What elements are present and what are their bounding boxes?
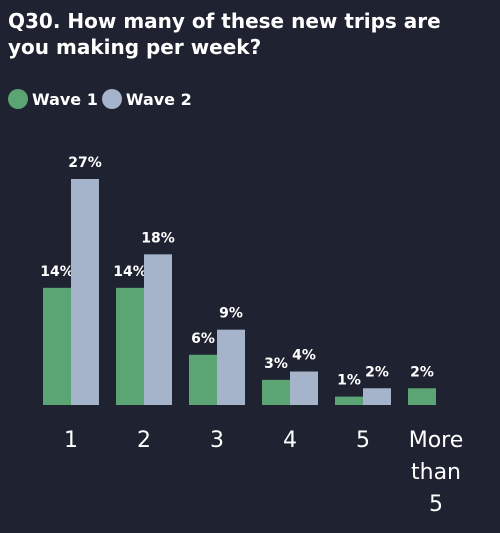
bar (335, 396, 363, 405)
legend-item: Wave 1 (8, 89, 98, 109)
bar (116, 287, 144, 405)
data-label: 14% (40, 264, 74, 280)
legend: Wave 1 Wave 2 (8, 89, 196, 109)
x-tick-label: 5 (356, 428, 370, 453)
data-label: 1% (337, 373, 361, 389)
data-label: 9% (219, 306, 243, 322)
bar (290, 371, 318, 405)
data-label: 6% (191, 331, 215, 347)
data-label: 18% (141, 230, 175, 246)
x-tick-label: 4 (283, 428, 297, 453)
bar (144, 254, 172, 405)
bar (43, 287, 71, 405)
data-label: 14% (113, 264, 147, 280)
x-tick-label-box: 5 (356, 428, 370, 453)
bar (217, 329, 245, 405)
x-tick-label-box: 1 (64, 428, 78, 453)
data-label: 2% (410, 364, 434, 380)
bar (408, 388, 436, 405)
bar (71, 179, 99, 405)
x-tick-label-box: 4 (283, 428, 297, 453)
x-tick-label: 3 (210, 428, 224, 453)
data-label: 27% (68, 155, 102, 171)
chart-title: Q30. How many of these new trips are you… (8, 9, 441, 59)
bar (363, 388, 391, 405)
legend-item: Wave 2 (101, 89, 192, 109)
x-tick-label: 1 (64, 428, 78, 453)
data-label: 3% (264, 356, 288, 372)
legend-swatch (8, 89, 28, 109)
x-tick-label-box: More than 5 (408, 428, 464, 517)
x-tick-label: 2 (137, 428, 151, 453)
legend-label: Wave 2 (125, 89, 192, 109)
data-label: 2% (365, 364, 389, 380)
x-tick-label: More than 5 (408, 428, 464, 517)
x-tick-label-box: 3 (210, 428, 224, 453)
legend-label: Wave 1 (32, 89, 98, 109)
x-tick-label-box: 2 (137, 428, 151, 453)
data-label: 4% (292, 348, 316, 364)
bar (262, 379, 290, 405)
bar (189, 354, 217, 405)
legend-swatch (101, 89, 122, 109)
